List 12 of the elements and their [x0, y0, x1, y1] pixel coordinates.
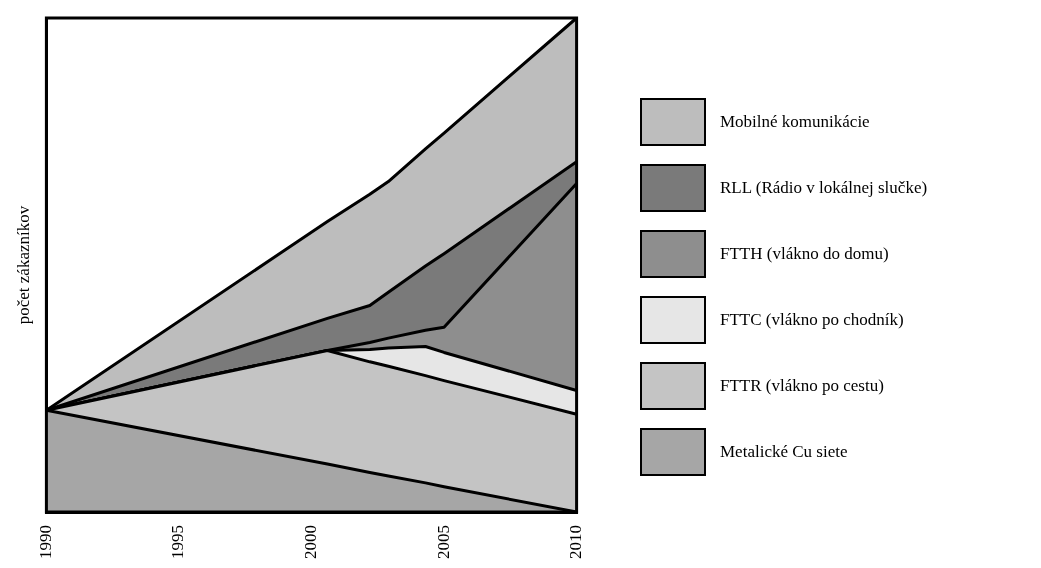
text: FTTH (vlákno do domu) [720, 244, 889, 264]
x-tick-label: 1990 [35, 525, 55, 559]
text: FTTC (vlákno po chodník) [720, 310, 904, 330]
text: FTTR (vlákno po cestu) [720, 376, 884, 396]
x-tick-label: 2000 [300, 525, 320, 559]
y-axis-title: počet zákazníkov [13, 205, 33, 325]
text: Mobilné komunikácie [720, 112, 870, 132]
x-tick-label: 1995 [168, 525, 188, 559]
text: Metalické Cu siete [720, 442, 848, 462]
x-tick-label: 2010 [566, 525, 586, 559]
text: RLL (Rádio v lokálnej slučke) [720, 178, 928, 198]
x-tick-label: 2005 [433, 525, 453, 559]
